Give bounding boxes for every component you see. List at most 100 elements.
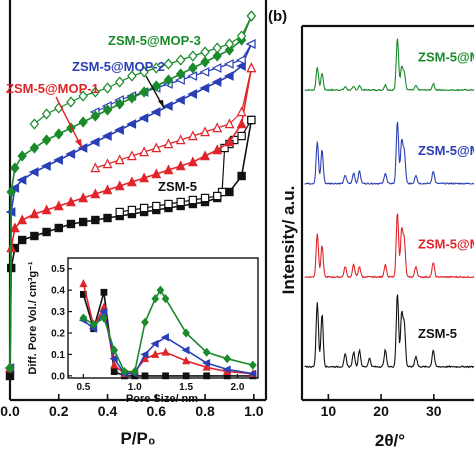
panel-b-xrd-chart: (b) 10203040 Intensity/ a.u. 2θ/° ZSM-5@… [268, 0, 474, 474]
panel-a-x-tick-label: 0.6 [147, 403, 167, 419]
adsorption-point [224, 136, 235, 147]
inset-psd-point [100, 288, 108, 296]
desorption-point [223, 59, 234, 69]
inset-psd-point [109, 354, 118, 363]
desorption-point [41, 108, 52, 120]
adsorption-point [102, 104, 113, 116]
adsorption-point [91, 215, 100, 225]
panel-b-x-ticks: 10203040 [321, 394, 442, 419]
panel-b-background [295, 0, 474, 474]
inset-psd-point [140, 350, 149, 359]
adsorption-point [6, 186, 16, 198]
panel-a-x-tick-label: 0.4 [98, 403, 118, 419]
adsorption-point [54, 223, 63, 233]
desorption-point [66, 96, 76, 108]
adsorption-point [90, 188, 101, 199]
inset-psd-point [151, 349, 160, 358]
inset-x-tick-label: 2.0 [231, 382, 245, 393]
xrd-pattern-line [304, 294, 474, 369]
adsorption-point [10, 162, 20, 174]
inset-x-tick-label: 1.0 [128, 382, 142, 393]
desorption-point [102, 82, 113, 94]
adsorption-point [17, 235, 27, 245]
desorption-point [224, 118, 235, 129]
inset-psd-point [151, 294, 160, 304]
adsorption-point [151, 80, 162, 92]
inset-axes: 0.5 1.0 1.5 2.0 0.0 0.1 0.2 0.3 0.4 0.5 [51, 257, 259, 393]
adsorption-point [188, 62, 198, 74]
xrd-series-label: ZSM-5@MOP-2 [418, 143, 474, 158]
adsorption-point [139, 86, 149, 98]
inset-psd-point [161, 294, 170, 304]
adsorption-point [103, 213, 112, 223]
adsorption-point [235, 61, 246, 71]
desorption-point [199, 67, 210, 77]
inset-psd-point [223, 354, 232, 364]
inset-psd-point [156, 285, 165, 295]
series-label-mop1: ZSM-5@MOP-1 [6, 81, 99, 96]
series-label-mop3: ZSM-5@MOP-3 [108, 33, 201, 48]
adsorption-point [224, 44, 235, 56]
panel-b-x-tick-label: 20 [373, 403, 389, 419]
mop1-arrowhead [75, 139, 82, 148]
adsorption-point [114, 98, 125, 110]
panel-b-x-axis-label: 2θ/° [375, 431, 405, 450]
inset-psd-point [130, 367, 139, 377]
adsorption-point [17, 214, 28, 225]
adsorption-point [162, 101, 173, 111]
xrd-pattern-line [304, 38, 474, 92]
inset-psd-point [162, 372, 169, 380]
panel-a-isotherm-chart: 0.0 0.2 0.4 0.6 0.8 1.0 P/P₀ ZSM-5@MOP-3 ZSM-… [0, 0, 268, 448]
adsorption-point [150, 107, 161, 117]
adsorption-point [187, 156, 198, 167]
inset-psd-point [141, 372, 149, 380]
adsorption-point [163, 164, 174, 175]
desorption-point [224, 38, 235, 50]
inset-y-tick-label: 0.4 [51, 286, 65, 297]
mop2-arrowhead [158, 100, 164, 108]
desorption-point [139, 146, 150, 157]
inset-psd-point [222, 365, 231, 374]
desorption-point [187, 71, 198, 81]
inset-psd-point [182, 356, 191, 365]
adsorption-point [175, 160, 186, 171]
desorption-point [114, 154, 125, 165]
inset-psd-point [150, 339, 159, 348]
inset-psd-line [82, 288, 254, 373]
desorption-point [245, 39, 256, 49]
adsorption-point [151, 168, 162, 179]
desorption-point [139, 203, 149, 213]
desorption-point [236, 30, 247, 42]
inset-y-tick-label: 0.5 [51, 264, 65, 275]
inset-y-axis-label: Diff. Pore Vol./ cm³g⁻¹ [27, 261, 39, 375]
adsorption-point [212, 50, 222, 62]
panel-a-x-tick-label: 1.0 [244, 403, 264, 419]
desorption-point [127, 70, 137, 82]
desorption-point [211, 63, 222, 73]
adsorption-point [53, 200, 64, 211]
adsorption-point [114, 125, 124, 135]
adsorption-point [163, 74, 174, 86]
desorption-point [115, 207, 124, 217]
adsorption-point [126, 119, 137, 129]
isotherm-series [5, 62, 257, 373]
inset-psd-point [141, 317, 149, 327]
inset-psd-point [202, 347, 211, 357]
desorption-point [90, 162, 101, 173]
series-label-mop2: ZSM-5@MOP-2 [72, 59, 165, 74]
adsorption-point [77, 143, 88, 153]
inset-psd-point [182, 372, 190, 380]
adsorption-point [211, 77, 222, 87]
inset-psd-point [89, 319, 98, 329]
inset-psd-point [110, 368, 118, 375]
adsorption-point [236, 118, 247, 129]
adsorption-point [78, 217, 88, 227]
panel-a-x-axis-label: P/P₀ [120, 429, 155, 448]
desorption-branch-line [119, 119, 252, 213]
inset-background [40, 254, 262, 388]
desorption-point [126, 150, 137, 161]
desorption-point [127, 205, 137, 215]
adsorption-point [89, 137, 100, 147]
panel-b-x-tick-label: 30 [426, 403, 442, 419]
desorption-point [163, 138, 174, 149]
